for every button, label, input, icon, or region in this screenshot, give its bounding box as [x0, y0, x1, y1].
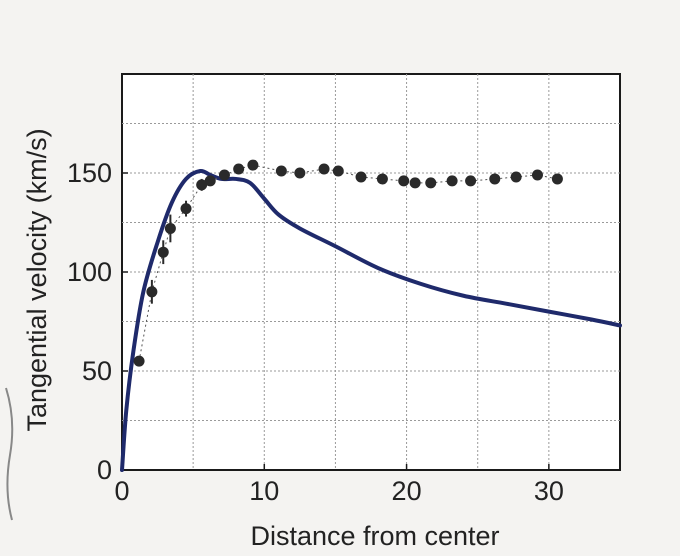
y-tick-label: 50 — [82, 356, 112, 386]
observed-data-point — [425, 177, 437, 189]
observed-data-point — [146, 286, 158, 298]
observed-data-point — [376, 173, 388, 185]
observed-data-point — [275, 165, 287, 177]
grid — [122, 74, 620, 470]
observed-data-point — [247, 159, 259, 171]
observed-data-point — [196, 179, 208, 191]
x-tick-label: 30 — [534, 476, 564, 506]
observed-data-point — [164, 222, 176, 234]
observed-data-point — [294, 167, 306, 179]
observed-data-point — [446, 175, 458, 187]
x-tick-label: 20 — [392, 476, 422, 506]
margin-mark — [5, 387, 14, 521]
x-tick-label: 10 — [249, 476, 279, 506]
observed-data-point — [332, 165, 344, 177]
observed-data-point — [355, 171, 367, 183]
observed-data-point — [204, 175, 216, 187]
observed-data-point — [233, 163, 245, 175]
observed-data-point — [551, 173, 563, 185]
y-tick-label: 150 — [67, 158, 112, 188]
observed-data-point — [218, 169, 230, 181]
y-axis-title: Tangential velocity (km/s) — [22, 128, 52, 431]
data-series — [120, 159, 622, 472]
x-axis-title: Distance from center — [250, 521, 499, 551]
observed-data-point — [133, 355, 145, 367]
observed-data-point — [465, 175, 477, 187]
observed-data-point — [489, 173, 501, 185]
model-rotation-curve — [120, 168, 622, 472]
y-tick-label: 0 — [97, 455, 112, 485]
x-tick-label: 0 — [114, 476, 129, 506]
axis-ticks: 0 10 20 30 0 50 100 150 — [67, 158, 564, 506]
observed-data-point — [318, 163, 330, 175]
observed-data-point — [398, 175, 410, 187]
observed-data-point — [180, 203, 192, 215]
y-tick-label: 100 — [67, 257, 112, 287]
observed-data-point — [510, 171, 522, 183]
observed-data-point — [409, 177, 421, 189]
observed-data-point — [531, 169, 543, 181]
observed-data-point — [157, 246, 169, 258]
